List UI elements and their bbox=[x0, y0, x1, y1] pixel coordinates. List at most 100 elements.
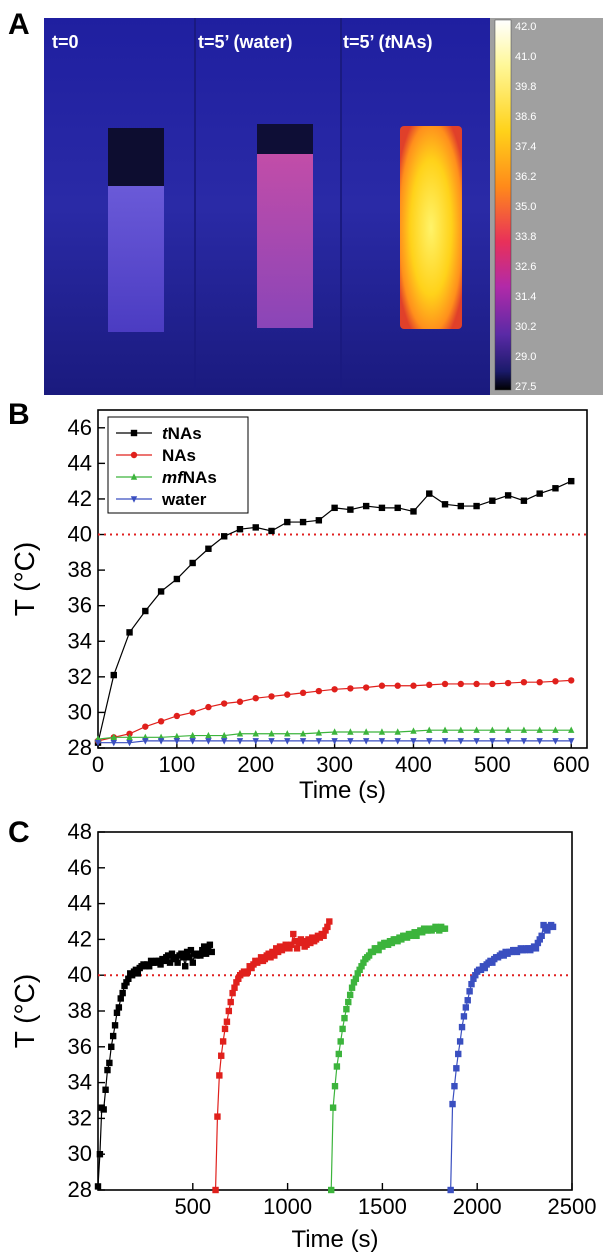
x-tick-label: 1000 bbox=[263, 1194, 312, 1219]
colorbar-tick-label: 33.8 bbox=[515, 231, 536, 243]
colorbar bbox=[494, 19, 512, 391]
data-point bbox=[221, 1025, 229, 1033]
data-point bbox=[455, 1050, 462, 1058]
legend-marker bbox=[130, 429, 138, 437]
data-point bbox=[466, 988, 473, 995]
data-point bbox=[123, 979, 130, 986]
y-tick-label: 30 bbox=[68, 1141, 92, 1166]
data-point bbox=[410, 508, 417, 515]
data-point bbox=[504, 492, 512, 499]
series-line bbox=[330, 925, 445, 1191]
series-2 bbox=[328, 923, 449, 1194]
data-point bbox=[331, 738, 338, 745]
colorbar-tick-label: 41.0 bbox=[515, 51, 536, 63]
data-point bbox=[457, 680, 465, 688]
data-point bbox=[273, 945, 280, 952]
data-point bbox=[155, 957, 162, 965]
data-point bbox=[214, 1113, 221, 1120]
data-point bbox=[473, 738, 480, 745]
data-point bbox=[468, 980, 475, 988]
data-point bbox=[295, 939, 303, 947]
data-point bbox=[504, 726, 512, 733]
data-point bbox=[335, 1050, 342, 1058]
data-point bbox=[362, 502, 370, 510]
colorbar-tick-label: 27.5 bbox=[515, 381, 536, 393]
data-point bbox=[178, 950, 185, 957]
data-point bbox=[271, 952, 278, 959]
data-point bbox=[229, 989, 236, 997]
data-point bbox=[119, 989, 126, 997]
data-point bbox=[197, 952, 204, 959]
data-point bbox=[473, 726, 480, 733]
data-point bbox=[568, 738, 575, 745]
data-point bbox=[457, 738, 465, 745]
data-point bbox=[419, 929, 426, 936]
data-point bbox=[315, 729, 323, 736]
data-point bbox=[458, 1023, 466, 1031]
cuvette-t0-cap bbox=[108, 128, 164, 186]
data-point bbox=[166, 959, 174, 966]
data-point bbox=[331, 1082, 339, 1090]
data-point bbox=[288, 941, 295, 948]
colorbar-tick-label: 31.4 bbox=[515, 291, 536, 303]
data-point bbox=[231, 984, 238, 991]
data-point bbox=[552, 738, 559, 745]
thermal-image-panel: t=0 t=5’ (water) t=5’ (tNAs) 42.0 41.0 39.… bbox=[44, 18, 603, 395]
data-point bbox=[94, 1183, 102, 1190]
series-2 bbox=[94, 726, 575, 742]
legend: tNAs NAs mfNAs water bbox=[107, 416, 249, 514]
thermal-label-t0: t=0 bbox=[52, 32, 79, 52]
data-point bbox=[161, 957, 168, 965]
cuvette-water bbox=[257, 154, 313, 328]
data-point bbox=[504, 679, 512, 687]
data-point bbox=[267, 954, 274, 961]
data-point bbox=[305, 936, 312, 943]
panel-a-letter: A bbox=[8, 8, 30, 41]
data-point bbox=[536, 738, 543, 745]
data-point bbox=[189, 959, 196, 966]
legend-label: tNAs bbox=[162, 424, 202, 443]
data-point bbox=[316, 934, 324, 941]
data-point bbox=[398, 936, 405, 943]
legend-label: mfNAs bbox=[162, 468, 217, 487]
data-point bbox=[157, 588, 165, 595]
data-point bbox=[532, 945, 540, 952]
data-point bbox=[436, 927, 443, 934]
data-point bbox=[117, 995, 124, 1002]
data-point bbox=[441, 501, 449, 508]
x-tick-label: 2000 bbox=[453, 1194, 502, 1219]
data-point bbox=[536, 936, 543, 943]
data-point bbox=[200, 943, 208, 950]
data-point bbox=[441, 738, 449, 745]
y-tick-label: 48 bbox=[68, 819, 92, 844]
data-point bbox=[220, 700, 228, 707]
data-point bbox=[378, 504, 386, 512]
data-point bbox=[312, 936, 320, 943]
data-point bbox=[315, 517, 323, 524]
data-point bbox=[329, 1104, 337, 1111]
data-point bbox=[250, 961, 257, 968]
y-tick-label: 36 bbox=[68, 1034, 92, 1059]
data-point bbox=[205, 703, 212, 711]
data-point bbox=[233, 979, 240, 986]
data-point bbox=[268, 738, 275, 745]
colorbar-tick-label: 39.8 bbox=[515, 81, 536, 93]
data-point bbox=[180, 954, 187, 961]
data-point bbox=[220, 731, 228, 739]
data-point bbox=[410, 727, 417, 734]
data-point bbox=[347, 685, 354, 692]
y-tick-label: 46 bbox=[68, 855, 92, 880]
data-point bbox=[236, 525, 244, 533]
data-point bbox=[284, 730, 291, 737]
y-tick-label: 34 bbox=[68, 628, 92, 653]
data-point bbox=[394, 937, 401, 945]
series-1 bbox=[212, 918, 333, 1194]
data-point bbox=[284, 518, 291, 526]
data-point bbox=[235, 975, 242, 982]
data-point bbox=[451, 1082, 458, 1090]
x-axis-label: Time (s) bbox=[291, 1226, 378, 1253]
colorbar-tick-label: 32.6 bbox=[515, 261, 536, 273]
data-point bbox=[227, 998, 234, 1006]
data-point bbox=[126, 739, 133, 747]
data-point bbox=[413, 932, 420, 940]
